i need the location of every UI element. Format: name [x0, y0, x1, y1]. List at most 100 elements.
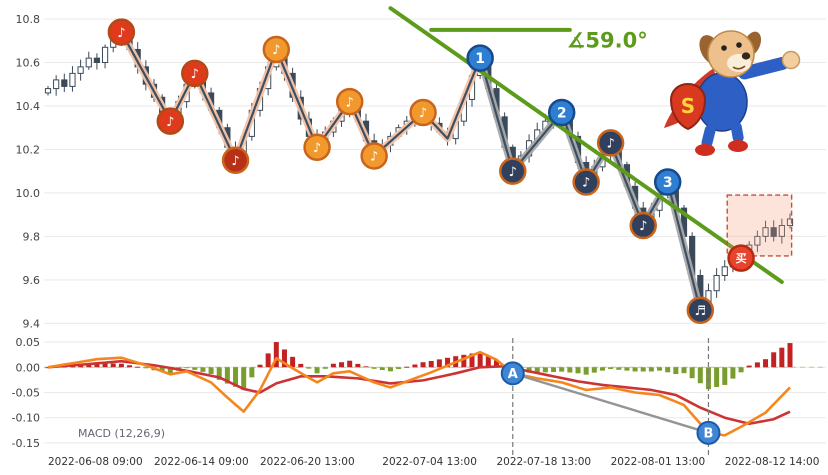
macd-hist-bar [616, 367, 622, 370]
marker-label: ♪ [582, 176, 590, 191]
marker-label: ♪ [509, 165, 517, 180]
marker-note[interactable] [262, 35, 291, 64]
macd-hist-bar [404, 366, 410, 368]
macd-hist-bar [363, 366, 369, 368]
macd-hist-bar [697, 367, 703, 384]
trend-line[interactable] [388, 6, 784, 285]
marker-label: ♪ [231, 154, 239, 169]
price-axis-label: 10.2 [16, 143, 41, 156]
macd-hist-bar [110, 363, 116, 368]
macd-hist-bar [159, 367, 165, 372]
macd-hist-bar [657, 367, 663, 371]
macd-hist-bar [526, 367, 532, 373]
candle-body [61, 79, 68, 87]
macd-marker-B[interactable] [696, 420, 721, 445]
marker-note[interactable] [335, 87, 364, 116]
macd-hist-bar [45, 367, 51, 369]
marker-label: 2 [557, 106, 567, 122]
macd-hist-bar [436, 359, 442, 368]
marker-note[interactable] [221, 146, 250, 175]
marker-note[interactable] [572, 168, 600, 196]
candle-body [53, 79, 60, 90]
macd-hist-bar [200, 367, 206, 372]
x-axis-label: 2022-08-01 13:00 [611, 456, 706, 468]
macd-settings-label: MACD (12,26,9) [78, 427, 165, 440]
macd-hist-bar [371, 367, 377, 369]
marker-label: ♪ [117, 26, 125, 41]
candle-body [85, 57, 92, 68]
x-axis-label: 2022-06-20 13:00 [260, 456, 355, 468]
macd-hist-bar [640, 367, 646, 372]
price-axis-label: 10.8 [16, 13, 41, 26]
marker-note[interactable] [499, 157, 527, 185]
macd-hist-bar [241, 367, 247, 390]
marker-note[interactable] [629, 211, 657, 240]
marker-label: ♪ [606, 137, 614, 152]
marker-note[interactable] [107, 18, 136, 46]
macd-hist-bar [420, 362, 426, 368]
macd-hist-bar [779, 347, 785, 368]
marker-number-2[interactable] [547, 98, 576, 127]
macd-hist-bar [135, 366, 141, 368]
marker-label: ♪ [346, 95, 354, 110]
macd-hist-bar [714, 367, 720, 388]
macd-hist-bar [591, 367, 597, 373]
macd-hist-bar [632, 367, 638, 372]
marker-number-3[interactable] [653, 168, 682, 196]
macd-hist-bar [192, 367, 198, 370]
macd-dif-line [47, 350, 791, 437]
macd-hist-bar [167, 367, 173, 374]
price-axis-label: 10.4 [16, 100, 41, 113]
marker-label: ♪ [272, 43, 280, 58]
marker-note[interactable] [360, 142, 388, 170]
mascot-head [699, 30, 762, 78]
candle-body [778, 225, 785, 237]
price-axis-label: 9.8 [23, 230, 41, 243]
zigzag-core-line [120, 31, 702, 311]
macd-dea-line [47, 359, 791, 426]
macd-hist-bar [771, 352, 777, 368]
macd-hist-bar [477, 352, 483, 368]
macd-hist-bar [673, 367, 679, 374]
candle-body [44, 88, 52, 94]
macd-hist-bar [583, 367, 589, 375]
macd-hist-bar [648, 367, 654, 372]
macd-hist-bar [689, 367, 695, 379]
macd-hist-bar [445, 357, 451, 368]
candle-body [721, 266, 728, 276]
x-axis-label: 2022-07-04 13:00 [382, 456, 477, 468]
marker-label: ♪ [191, 67, 199, 82]
macd-hist-bar [567, 367, 573, 373]
macd-hist-bar [208, 367, 214, 374]
macd-hist-bar [86, 363, 92, 368]
macd-hist-bar [118, 363, 124, 368]
macd-hist-bar [233, 367, 239, 387]
macd-hist-bar [738, 367, 744, 373]
marker-label: ♬ [694, 304, 706, 319]
marker-label: 买 [736, 252, 747, 265]
marker-label: ♪ [370, 150, 378, 165]
marker-number-1[interactable] [466, 44, 494, 72]
marker-note[interactable] [156, 107, 185, 135]
x-axis-label: 2022-08-12 14:00 [725, 456, 820, 468]
candle-body [754, 235, 761, 246]
mascot-legs [695, 121, 748, 156]
macd-marker-A[interactable] [500, 361, 525, 386]
marker-note[interactable] [596, 129, 625, 157]
candle-body [77, 66, 84, 74]
marker-note[interactable] [181, 59, 209, 88]
candle-body [770, 227, 777, 237]
candle-body [93, 57, 101, 64]
marker-note[interactable] [686, 296, 715, 325]
macd-axis-label: -0.15 [12, 437, 40, 450]
marker-note[interactable] [303, 133, 331, 162]
mascot-badge-letter: S [681, 94, 695, 118]
macd-hist-bar [681, 367, 687, 374]
marker-note[interactable] [409, 98, 437, 127]
mascot-dog-image: S [664, 30, 801, 156]
marker-buy[interactable] [727, 244, 755, 272]
macd-hist-bar [184, 367, 190, 369]
marker-label: ♪ [639, 219, 647, 234]
price-axis-label: 9.4 [23, 317, 41, 330]
